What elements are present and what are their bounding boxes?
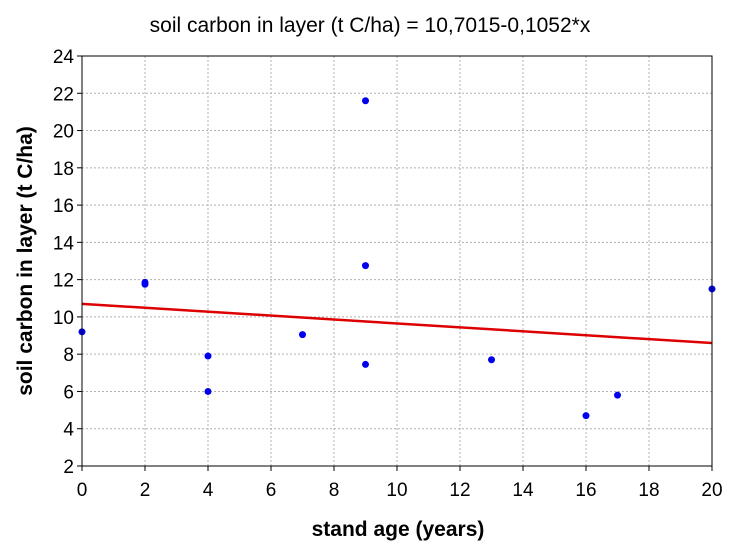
x-axis-ticks: 0 2 4 6 8 10 12 14 16 18 20 [77,466,723,501]
x-tick-label: 12 [449,480,470,501]
x-tick-label: 6 [266,480,277,501]
x-tick-label: 10 [386,480,407,501]
data-point [582,412,590,420]
y-tick-label: 12 [53,271,74,292]
x-tick-label: 8 [329,480,340,501]
x-tick-label: 14 [512,480,534,501]
data-point [204,352,212,360]
y-tick-label: 24 [53,47,75,68]
x-axis-label: stand age (years) [312,518,485,541]
x-tick-label: 16 [575,480,596,501]
y-tick-label: 2 [63,457,74,478]
data-points [78,97,716,420]
plot-area-frame [81,55,713,467]
y-tick-label: 20 [53,122,74,143]
data-point [299,331,306,339]
y-axis-label: soil carbon in layer (t C/ha) [14,126,37,396]
data-point [362,360,369,368]
y-tick-label: 22 [53,84,74,105]
y-tick-label: 18 [53,159,74,180]
grid-lines [81,55,713,467]
regression-line [81,302,713,345]
y-tick-label: 8 [63,345,74,366]
data-point [362,97,369,105]
x-tick-label: 2 [140,480,151,501]
data-point [362,262,369,270]
regression-line-group [81,302,713,345]
chart-title: soil carbon in layer (t C/ha) = 10,7015-… [150,14,591,37]
data-point [614,391,621,399]
data-point [488,356,495,364]
y-tick-label: 10 [53,308,74,329]
data-point [141,280,149,288]
y-tick-label: 14 [53,233,75,254]
y-tick-label: 6 [63,382,74,403]
data-point [204,387,212,395]
x-tick-label: 18 [638,480,659,501]
x-tick-label: 4 [203,480,214,501]
x-tick-label: 0 [77,480,88,501]
y-tick-label: 16 [53,196,74,217]
y-tick-label: 4 [63,420,74,441]
x-tick-label: 20 [701,480,722,501]
